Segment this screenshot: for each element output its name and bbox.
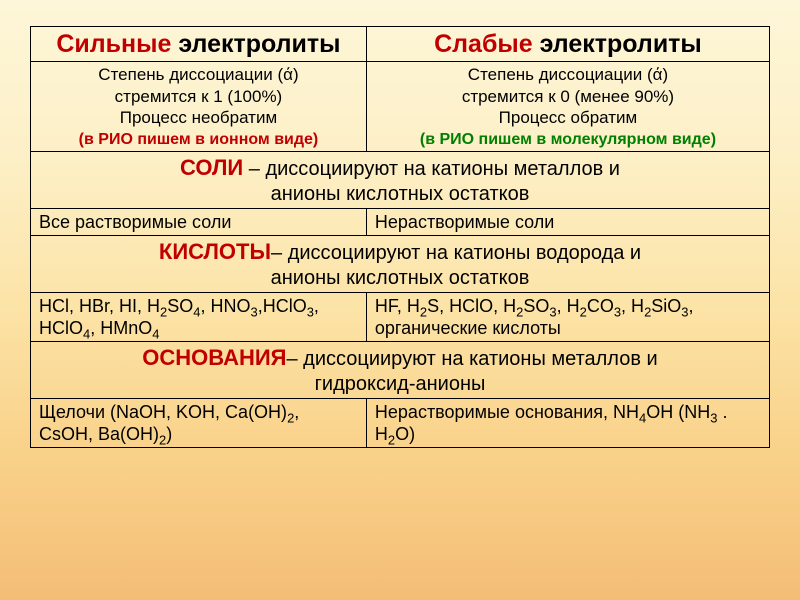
section-acids: КИСЛОТЫ– диссоциируют на катионы водород…: [31, 235, 770, 292]
bases-title: ОСНОВАНИЯ: [142, 345, 286, 370]
salts-body2: анионы кислотных остатков: [271, 183, 530, 205]
section-bases: ОСНОВАНИЯ– диссоциируют на катионы метал…: [31, 341, 770, 398]
salts-left: Все растворимые соли: [31, 209, 367, 236]
desc-weak-note: (в РИО пишем в молекулярном виде): [420, 131, 716, 148]
header-strong-accent: Сильные: [56, 30, 171, 58]
desc-strong: Степень диссоциации (ά) стремится к 1 (1…: [31, 62, 367, 152]
salts-title: СОЛИ: [180, 155, 243, 180]
acids-left: HCl, HBr, HI, H2SO4, HNO3,HClO3, HClO4, …: [31, 292, 367, 341]
desc-strong-line3: Процесс необратим: [120, 108, 277, 127]
header-weak-rest: электролиты: [533, 30, 702, 58]
salts-body1: – диссоциируют на катионы металлов и: [243, 158, 620, 180]
desc-strong-line2: стремится к 1 (100%): [115, 87, 283, 106]
desc-weak-line3: Процесс обратим: [499, 108, 638, 127]
acids-right: HF, H2S, HClO, H2SO3, H2CO3, H2SiO3, орг…: [366, 292, 769, 341]
acids-body1: – диссоциируют на катионы водорода и: [271, 242, 641, 264]
header-strong: Сильные электролиты: [31, 27, 367, 62]
salts-right: Нерастворимые соли: [366, 209, 769, 236]
bases-body1: – диссоциируют на катионы металлов и: [287, 348, 658, 370]
section-salts: СОЛИ – диссоциируют на катионы металлов …: [31, 152, 770, 209]
desc-weak-line1: Степень диссоциации (ά): [468, 65, 668, 84]
header-strong-rest: электролиты: [171, 30, 340, 58]
header-weak-accent: Слабые: [434, 30, 533, 58]
electrolytes-table: Сильные электролиты Слабые электролиты С…: [30, 26, 770, 448]
acids-title: КИСЛОТЫ: [159, 239, 271, 264]
bases-right: Нерастворимые основания, NH4OH (NH3 . H2…: [366, 398, 769, 447]
desc-weak: Степень диссоциации (ά) стремится к 0 (м…: [366, 62, 769, 152]
desc-strong-line1: Степень диссоциации (ά): [98, 65, 298, 84]
bases-left: Щелочи (NaOH, KOH, Ca(OH)2, CsOH, Ba(OH)…: [31, 398, 367, 447]
bases-body2: гидроксид-анионы: [315, 373, 486, 395]
acids-body2: анионы кислотных остатков: [271, 267, 530, 289]
header-weak: Слабые электролиты: [366, 27, 769, 62]
desc-strong-note: (в РИО пишем в ионном виде): [79, 131, 319, 148]
desc-weak-line2: стремится к 0 (менее 90%): [462, 87, 674, 106]
